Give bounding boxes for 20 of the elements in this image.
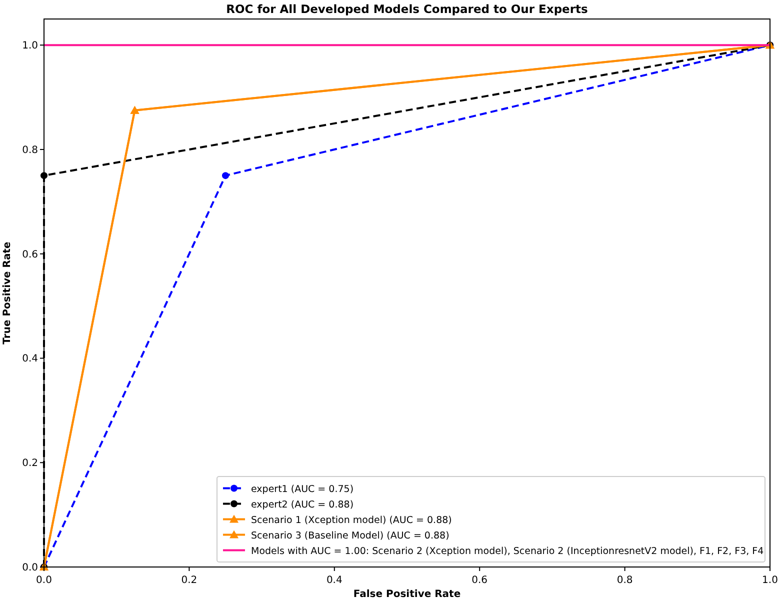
chart-title: ROC for All Developed Models Compared to Our Experts (226, 2, 588, 16)
y-tick-label: 0.2 (22, 458, 38, 470)
x-axis-title: False Positive Rate (353, 589, 461, 600)
legend-label: expert1 (AUC = 0.75) (251, 484, 354, 495)
y-tick-label: 0.8 (22, 144, 38, 156)
y-tick-label: 1.0 (22, 40, 38, 52)
x-tick-label: 0.8 (616, 575, 633, 586)
x-tick-label: 0.6 (472, 575, 488, 586)
y-tick-label: 0.4 (22, 354, 38, 365)
legend-label: expert2 (AUC = 0.88) (251, 499, 354, 510)
x-tick-label: 1.0 (762, 575, 778, 586)
x-tick-label: 0.4 (326, 575, 342, 586)
legend-label: Models with AUC = 1.00: Scenario 2 (Xception model), Scenario 2 (InceptionresnetV2 model), F1, F2, F3, F4 (251, 546, 764, 557)
x-tick-label: 0.2 (181, 575, 198, 586)
legend-label: Scenario 1 (Xception model) (AUC = 0.88) (251, 514, 452, 526)
y-axis-title: True Positive Rate (2, 241, 13, 344)
legend-label: Scenario 3 (Baseline Model) (AUC = 0.88) (251, 530, 450, 542)
y-tick-label: 0.0 (22, 562, 38, 574)
y-tick-label: 0.6 (22, 249, 38, 260)
x-tick-label: 0.0 (36, 575, 52, 586)
